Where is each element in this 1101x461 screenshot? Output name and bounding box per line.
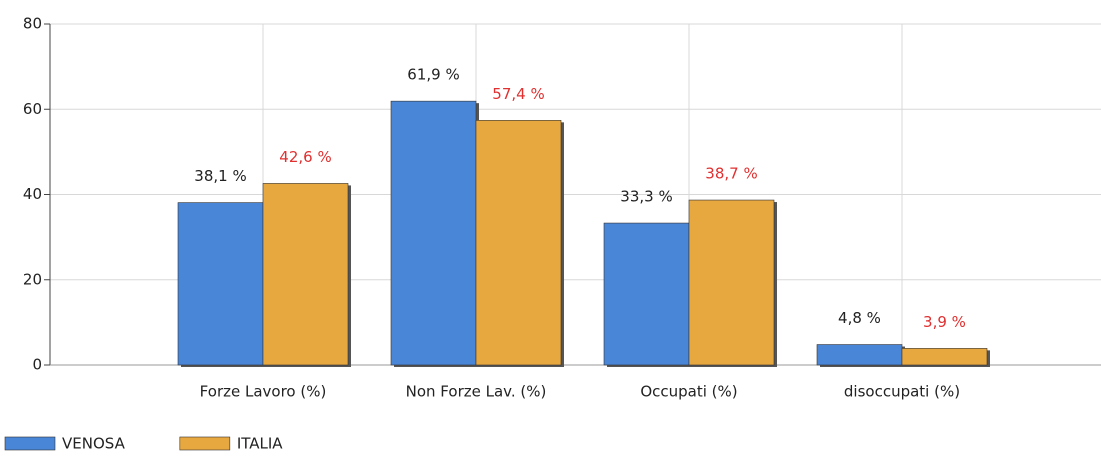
value-label: 57,4 %: [492, 85, 544, 103]
x-tick-label: Forze Lavoro (%): [200, 383, 327, 401]
value-label: 38,1 %: [194, 167, 246, 185]
y-tick-label: 20: [23, 270, 42, 288]
y-tick-label: 40: [23, 185, 42, 203]
legend-label: VENOSA: [62, 435, 126, 453]
value-label: 38,7 %: [705, 165, 757, 183]
value-label: 42,6 %: [279, 148, 331, 166]
bar: [603, 222, 690, 366]
x-tick-label: Non Forze Lav. (%): [406, 383, 547, 401]
legend-swatch: [179, 436, 231, 451]
value-label: 3,9 %: [923, 313, 966, 331]
value-label: 33,3 %: [620, 188, 672, 206]
bar: [177, 202, 264, 366]
bar: [390, 100, 477, 366]
x-tick-label: disoccupati (%): [844, 383, 960, 401]
legend-label: ITALIA: [237, 435, 283, 453]
y-tick-label: 80: [23, 15, 42, 33]
bar: [901, 348, 988, 366]
bar: [816, 344, 903, 366]
value-label: 4,8 %: [838, 309, 881, 327]
bar: [688, 199, 775, 366]
bar: [262, 183, 349, 366]
x-tick-label: Occupati (%): [640, 383, 737, 401]
legend-swatch: [4, 436, 56, 451]
y-tick-label: 0: [32, 356, 42, 374]
value-label: 61,9 %: [407, 66, 459, 84]
bar: [475, 120, 562, 366]
y-tick-label: 60: [23, 100, 42, 118]
